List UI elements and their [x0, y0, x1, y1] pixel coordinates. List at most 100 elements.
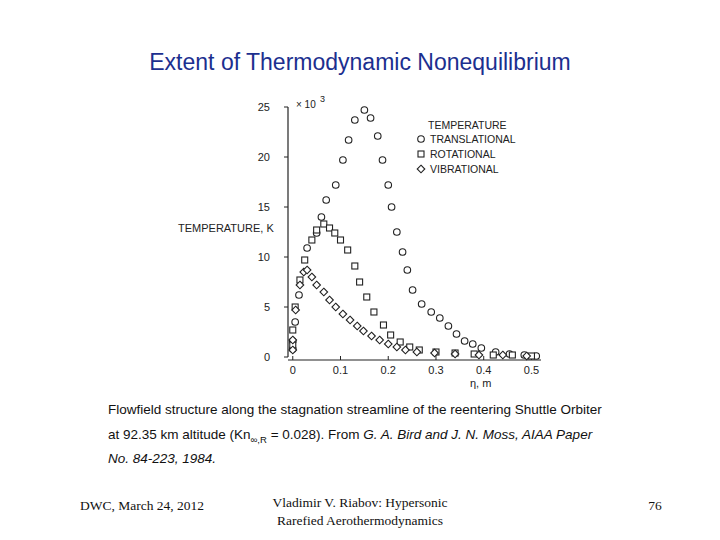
y-tick-label: 20 [258, 151, 270, 163]
point [368, 332, 376, 340]
legend-marker [417, 165, 425, 173]
point [352, 117, 359, 124]
legend-label: TRANSLATIONAL [430, 133, 516, 145]
caption-segment: G. A. Bird and J. N. Moss, AIAA Paper [363, 427, 592, 442]
point [360, 327, 368, 335]
legend-title: TEMPERATURE [428, 119, 507, 131]
chart: 051015202500.10.20.30.40.5TEMPERATURE, K… [178, 94, 541, 389]
x-tick [388, 356, 389, 360]
point [453, 331, 460, 338]
point [340, 157, 347, 164]
point [309, 237, 315, 243]
point [399, 249, 406, 256]
point [353, 322, 361, 330]
caption-segment: ∞,R [251, 434, 267, 445]
series-diamond [289, 266, 531, 360]
y-tick-label: 15 [258, 201, 270, 213]
point [374, 133, 381, 140]
point [509, 352, 515, 358]
point [313, 281, 321, 289]
y-tick-label: 25 [258, 101, 270, 113]
caption-line: No. 84-223, 1984. [108, 451, 216, 466]
point [388, 204, 395, 211]
point [290, 327, 296, 333]
x-tick-label: 0 [290, 364, 296, 376]
point [404, 267, 411, 274]
y-tick [284, 357, 288, 358]
point [445, 323, 452, 330]
point [332, 303, 340, 311]
point [409, 287, 416, 294]
legend-label: VIBRATIONAL [430, 163, 499, 175]
caption-segment: = 0.028). From [267, 427, 363, 442]
axis-multiplier: × 10 [296, 99, 316, 110]
point [451, 350, 459, 358]
point [320, 288, 328, 296]
x-tick-label: 0.2 [381, 364, 396, 376]
x-tick [340, 356, 341, 360]
point [523, 352, 531, 360]
point [394, 229, 401, 236]
y-tick [284, 207, 288, 208]
point [475, 351, 483, 359]
y-tick-label: 0 [264, 351, 270, 363]
footer-right: 76 [648, 498, 662, 513]
point [338, 237, 344, 243]
point [364, 294, 370, 300]
legend: TEMPERATURE TRANSLATIONAL ROTATIONAL VIBRAT… [417, 119, 516, 175]
y-tick [284, 107, 288, 108]
point [292, 319, 299, 326]
point [323, 197, 330, 204]
point [388, 332, 394, 338]
series-square [290, 221, 535, 359]
legend-label: ROTATIONAL [430, 148, 496, 160]
x-tick-label: 0.5 [524, 364, 539, 376]
background [0, 0, 720, 540]
point [292, 306, 300, 314]
legend-marker [418, 136, 425, 143]
y-tick-label: 5 [264, 301, 270, 313]
caption-line: at 92.35 km altitude (Kn∞,R = 0.028). Fr… [108, 427, 593, 445]
x-tick [483, 356, 484, 360]
point [379, 157, 386, 164]
y-axis-line [287, 107, 288, 357]
y-tick [284, 157, 288, 158]
point [326, 296, 334, 304]
point [346, 316, 354, 324]
point [345, 137, 352, 144]
caption-segment: at 92.35 km altitude (Kn [108, 427, 251, 442]
point [402, 346, 410, 354]
point [352, 263, 358, 269]
caption-line: Flowfield structure along the stagnation… [108, 402, 602, 417]
point [296, 292, 303, 299]
point [393, 343, 401, 351]
point [296, 281, 304, 289]
y-tick [284, 257, 288, 258]
y-tick [284, 307, 288, 308]
point [357, 279, 363, 285]
point [418, 301, 425, 308]
point [318, 214, 325, 221]
point [499, 351, 507, 359]
footer-left: DWC, March 24, 2012 [80, 498, 204, 513]
x-tick [292, 356, 293, 360]
point [289, 336, 297, 344]
point [339, 310, 347, 318]
point [384, 340, 392, 348]
caption-segment: No. 84-223, 1984. [108, 451, 216, 466]
footer-center: Vladimir V. Riabov: Hypersonic [273, 495, 448, 510]
x-tick [435, 356, 436, 360]
point [490, 352, 496, 358]
point [289, 346, 297, 354]
point [478, 345, 485, 352]
point [371, 309, 377, 315]
point [380, 322, 386, 328]
point [413, 348, 421, 356]
x-tick-label: 0.3 [428, 364, 443, 376]
point [314, 227, 320, 233]
axis-multiplier-exponent: 3 [320, 94, 325, 104]
point [376, 336, 384, 344]
point [437, 315, 444, 322]
point [302, 257, 308, 263]
series-circle [289, 107, 539, 360]
